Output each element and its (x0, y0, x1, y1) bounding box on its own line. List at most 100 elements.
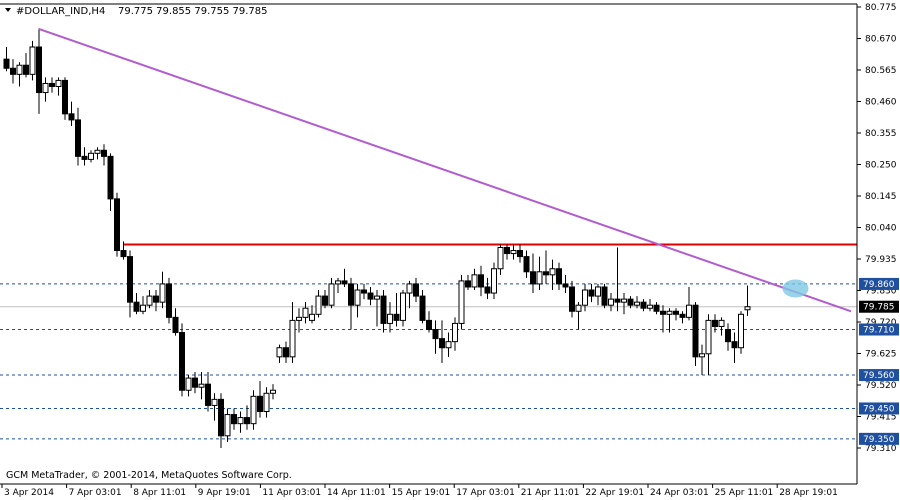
candle-down-body (478, 274, 484, 288)
candle-down-body (244, 417, 250, 425)
level-price-badge-label: 79.860 (863, 280, 895, 290)
candle-down-body (712, 319, 718, 327)
candle-down-body (588, 289, 595, 297)
candle-down-body (23, 64, 29, 75)
candle-up-body (328, 283, 335, 306)
candle-down-body (166, 283, 172, 318)
candle-down-body (81, 155, 88, 160)
candle-up-body (211, 398, 218, 406)
candle-up-body (55, 79, 62, 87)
candle-up-body (315, 295, 322, 315)
candle-down-body (127, 256, 133, 303)
lines-layer (38, 27, 852, 313)
candle-up-body (647, 304, 653, 309)
candle-up-body (634, 301, 640, 306)
candle-down-body (614, 298, 621, 303)
candle-down-body (283, 347, 289, 358)
level-price-badge-label: 79.560 (863, 371, 895, 381)
candle-down-body (205, 383, 211, 406)
candle-up-body (582, 289, 588, 306)
candle-down-body (439, 338, 445, 349)
axis-layer: 80.775 80.670 80.565 80.460 80.355 80.250 80.1… (0, 3, 897, 498)
level-price-badge (859, 369, 899, 382)
price-tick-label: 79.310 (865, 444, 897, 454)
candle-up-body (738, 313, 744, 349)
time-tick-label: 9 Apr 19:01 (198, 488, 251, 498)
level-price-badge (859, 402, 899, 415)
candle-down-body (543, 271, 549, 276)
candle-down-body (426, 319, 432, 330)
candle-up-body (400, 292, 406, 321)
candle-down-body (504, 246, 510, 255)
candle-down-body (114, 198, 120, 252)
candle-down-body (419, 295, 426, 321)
candle-down-body (517, 250, 523, 258)
current-price-badge (859, 300, 899, 313)
time-tick-label: 3 Apr 2014 (4, 488, 54, 498)
candle-up-body (146, 295, 153, 306)
candle-down-body (660, 310, 666, 315)
candle-up-body (263, 392, 270, 413)
candle-down-body (133, 301, 140, 312)
candle-down-body (257, 395, 263, 413)
candle-down-body (653, 304, 660, 312)
candles-layer (3, 28, 751, 448)
time-tick-label: 28 Apr 19:01 (779, 488, 838, 498)
highlight-marker (782, 279, 809, 298)
candle-down-body (556, 268, 562, 285)
time-tick-label: 7 Apr 03:01 (69, 488, 122, 498)
price-tick-label: 80.565 (865, 66, 897, 76)
level-price-badge (859, 277, 899, 290)
price-tick-label: 80.670 (865, 35, 897, 45)
candle-up-body (309, 313, 315, 321)
candle-up-body (237, 417, 244, 425)
candle-up-body (686, 304, 692, 318)
level-price-badge-label: 79.450 (863, 404, 895, 414)
candle-up-body (374, 295, 380, 300)
candle-down-body (361, 289, 367, 294)
candle-up-body (185, 377, 192, 391)
candle-up-body (270, 389, 276, 394)
candle-up-body (497, 246, 504, 270)
candle-down-body (627, 298, 634, 306)
chart-ohlc-readout: 79.775 79.855 79.755 79.785 (118, 6, 268, 17)
candle-down-body (36, 46, 42, 94)
time-tick-label: 8 Apr 11:01 (133, 488, 186, 498)
candle-down-body (231, 414, 237, 425)
time-tick-label: 11 Apr 03:01 (262, 488, 321, 498)
price-tick-label: 79.625 (865, 350, 897, 360)
time-tick-label: 21 Apr 11:01 (521, 488, 580, 498)
candle-up-body (198, 383, 205, 388)
candle-up-body (549, 268, 556, 276)
candle-down-body (393, 313, 400, 321)
candle-up-body (458, 280, 465, 324)
price-tick-label: 80.145 (865, 192, 897, 202)
candle-down-body (380, 295, 387, 324)
chevron-down-icon[interactable] (5, 8, 11, 12)
candle-down-body (530, 271, 536, 285)
candle-up-body (510, 250, 517, 255)
time-tick-label: 17 Apr 03:01 (456, 488, 515, 498)
level-price-badge-label: 79.350 (863, 435, 895, 445)
candle-down-body (62, 79, 68, 115)
candle-down-body (153, 295, 159, 303)
candle-down-body (192, 377, 198, 388)
candle-down-body (413, 283, 419, 297)
price-tick-label: 80.355 (865, 129, 897, 139)
levels-layer (0, 243, 857, 440)
time-tick-label: 14 Apr 11:01 (327, 488, 386, 498)
price-tick-label: 80.040 (865, 224, 897, 234)
candle-down-body (484, 286, 491, 294)
candle-down-body (725, 328, 731, 343)
price-tick-label: 79.415 (865, 413, 897, 423)
candle-up-body (42, 82, 49, 94)
candle-up-body (705, 319, 712, 355)
candle-down-body (120, 250, 127, 258)
candle-down-body (49, 82, 55, 87)
candle-up-body (387, 313, 393, 324)
candle-up-body (406, 283, 413, 294)
price-tick-label: 80.775 (865, 3, 897, 13)
candle-down-body (569, 286, 575, 312)
